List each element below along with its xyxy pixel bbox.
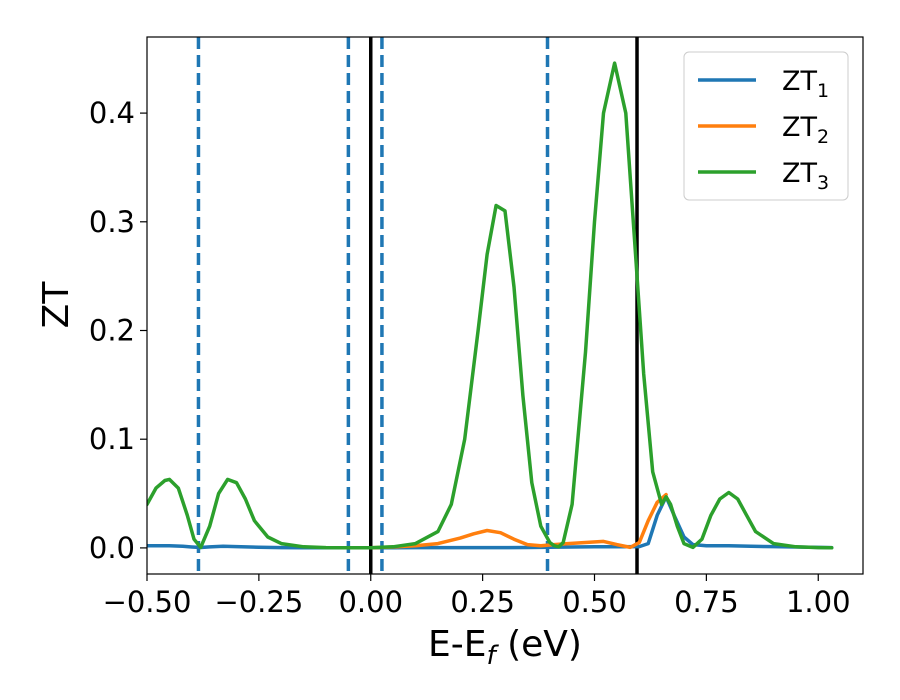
x-axis-label-main: E-E	[428, 624, 486, 665]
y-tick-label: 0.4	[89, 96, 135, 130]
series-line-zt1	[147, 495, 834, 550]
y-axis-label: ZT	[36, 281, 77, 329]
x-tick-label: 1.00	[786, 585, 851, 619]
x-axis-label: E-Ef (eV)	[428, 624, 582, 671]
series-line-zt2	[369, 492, 668, 550]
series-line-zt3	[147, 61, 834, 550]
x-tick-label: 0.00	[338, 585, 403, 619]
plot-frame	[146, 36, 864, 575]
y-tick-label: 0.3	[89, 205, 135, 239]
legend-label-zt2: ZT2	[782, 112, 829, 148]
plot-lines	[147, 37, 834, 574]
x-tick-label: 0.50	[562, 585, 627, 619]
y-tick-label: 0.1	[89, 422, 135, 456]
x-axis: −0.50 −0.25 0.00 0.25 0.50 0.75 1.00	[103, 574, 851, 619]
legend-label-zt1: ZT1	[782, 66, 829, 102]
y-tick-label: 0.2	[89, 314, 135, 348]
x-tick-label: 0.75	[674, 585, 739, 619]
legend: ZT1 ZT2 ZT3	[683, 51, 849, 201]
x-axis-label-suffix: (eV)	[496, 624, 582, 665]
x-tick-label: −0.50	[103, 585, 192, 619]
legend-label-zt3: ZT3	[782, 158, 829, 194]
x-tick-label: 0.25	[450, 585, 515, 619]
legend-box	[683, 51, 849, 201]
y-axis: 0.0 0.1 0.2 0.3 0.4	[89, 96, 147, 565]
x-tick-label: −0.25	[214, 585, 303, 619]
y-tick-label: 0.0	[89, 531, 135, 565]
